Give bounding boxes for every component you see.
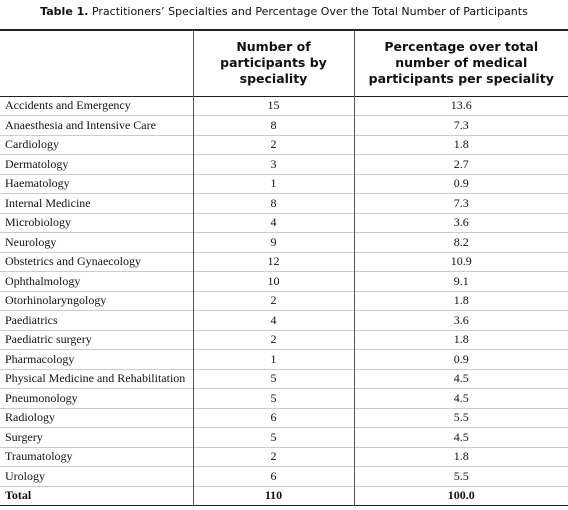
table-row: Anaesthesia and Intensive Care 8 7.3 (0, 115, 568, 135)
cell: 8.2 (353, 232, 568, 252)
table-row: Surgery 5 4.5 (0, 427, 568, 447)
cell: 4.5 (353, 388, 568, 408)
cell: 0.9 (353, 349, 568, 369)
table-row: Ophthalmology 10 9.1 (0, 271, 568, 291)
table-row: Otorhinolaryngology 2 1.8 (0, 291, 568, 311)
row-label: Paediatric surgery (5, 332, 92, 347)
row-label: Paediatrics (5, 312, 58, 327)
row-label: Total (5, 488, 32, 503)
row-label: Pneumonology (5, 390, 78, 405)
cell: 5.5 (353, 466, 568, 486)
total-row: Total 110 100.0 (0, 486, 568, 506)
header-cell: Number of participants by speciality (192, 30, 354, 96)
cell: 2 (192, 291, 354, 311)
table-row: Haematology 1 0.9 (0, 174, 568, 194)
table-row: Radiology 6 5.5 (0, 408, 568, 428)
row-label: Ophthalmology (5, 273, 81, 288)
header-cell (0, 30, 193, 96)
cell: 4 (192, 310, 354, 330)
cell: 3.6 (353, 213, 568, 233)
row-label: Urology (5, 468, 45, 483)
cell: 9 (192, 232, 354, 252)
cell: 3 (192, 154, 354, 174)
table-row: Accidents and Emergency 15 13.6 (0, 96, 568, 116)
row-label: Dermatology (5, 156, 69, 171)
row-label: Haematology (5, 176, 70, 191)
table-header: Number of participants by speciality Per… (0, 30, 568, 96)
table-row: Pharmacology 1 0.9 (0, 349, 568, 369)
header-cell: Percentage over total number of medical … (353, 30, 568, 96)
cell: 5 (192, 427, 354, 447)
table-row: Paediatrics 4 3.6 (0, 310, 568, 330)
cell: 4.5 (353, 369, 568, 389)
cell: 4 (192, 213, 354, 233)
row-label: Pharmacology (5, 351, 75, 366)
table-row: Urology 6 5.5 (0, 466, 568, 486)
row-label: Otorhinolaryngology (5, 293, 107, 308)
row-label: Surgery (5, 429, 43, 444)
row-label: Anaesthesia and Intensive Care (5, 117, 156, 132)
cell: 7.3 (353, 115, 568, 135)
cell: 6 (192, 408, 354, 428)
cell: 4.5 (353, 427, 568, 447)
table-caption: Practitioners’ Specialties and Percentag… (91, 5, 528, 18)
cell: 9.1 (353, 271, 568, 291)
table-row: Cardiology 2 1.8 (0, 135, 568, 155)
cell: 2 (192, 447, 354, 467)
row-label: Radiology (5, 410, 55, 425)
cell: 8 (192, 193, 354, 213)
row-label: Microbiology (5, 215, 71, 230)
row-label: Neurology (5, 234, 57, 249)
cell: 3.6 (353, 310, 568, 330)
header-row: Number of participants by speciality Per… (0, 30, 568, 96)
cell: 1 (192, 349, 354, 369)
cell: 15 (192, 96, 354, 116)
row-label: Traumatology (5, 449, 73, 464)
table-body: Accidents and Emergency 15 13.6 Anaesthesia… (0, 96, 568, 506)
cell: 10.9 (353, 252, 568, 272)
row-label: Physical Medicine and Rehabilitation (5, 371, 186, 386)
cell: 1.8 (353, 447, 568, 467)
table-row: Dermatology 3 2.7 (0, 154, 568, 174)
table-row: Obstetrics and Gynaecology 12 10.9 (0, 252, 568, 272)
cell: 0.9 (353, 174, 568, 194)
row-label: Internal Medicine (5, 195, 91, 210)
cell: 13.6 (353, 96, 568, 116)
table-label: Table 1. (40, 5, 89, 18)
table-row: Paediatric surgery 2 1.8 (0, 330, 568, 350)
row-label: Cardiology (5, 137, 59, 152)
table-row: Pneumonology 5 4.5 (0, 388, 568, 408)
table-row: Traumatology 2 1.8 (0, 447, 568, 467)
table-title: Table 1. Practitioners’ Specialties and … (0, 0, 568, 24)
cell: 2 (192, 330, 354, 350)
cell: 12 (192, 252, 354, 272)
table-row: Neurology 9 8.2 (0, 232, 568, 252)
cell: 8 (192, 115, 354, 135)
table: Number of participants by speciality Per… (0, 29, 568, 506)
row-label: Accidents and Emergency (5, 98, 131, 113)
cell: 110 (192, 486, 354, 506)
cell: 5.5 (353, 408, 568, 428)
cell: 5 (192, 388, 354, 408)
cell: 5 (192, 369, 354, 389)
cell: 7.3 (353, 193, 568, 213)
cell: 1.8 (353, 330, 568, 350)
table-row: Internal Medicine 8 7.3 (0, 193, 568, 213)
cell: 2 (192, 135, 354, 155)
cell: 2.7 (353, 154, 568, 174)
cell: 100.0 (353, 486, 568, 506)
cell: 1.8 (353, 291, 568, 311)
table-row: Physical Medicine and Rehabilitation 5 4.5 (0, 369, 568, 389)
cell: 6 (192, 466, 354, 486)
table-row: Microbiology 4 3.6 (0, 213, 568, 233)
row-label: Obstetrics and Gynaecology (5, 254, 141, 269)
cell: 1.8 (353, 135, 568, 155)
cell: 10 (192, 271, 354, 291)
cell: 1 (192, 174, 354, 194)
